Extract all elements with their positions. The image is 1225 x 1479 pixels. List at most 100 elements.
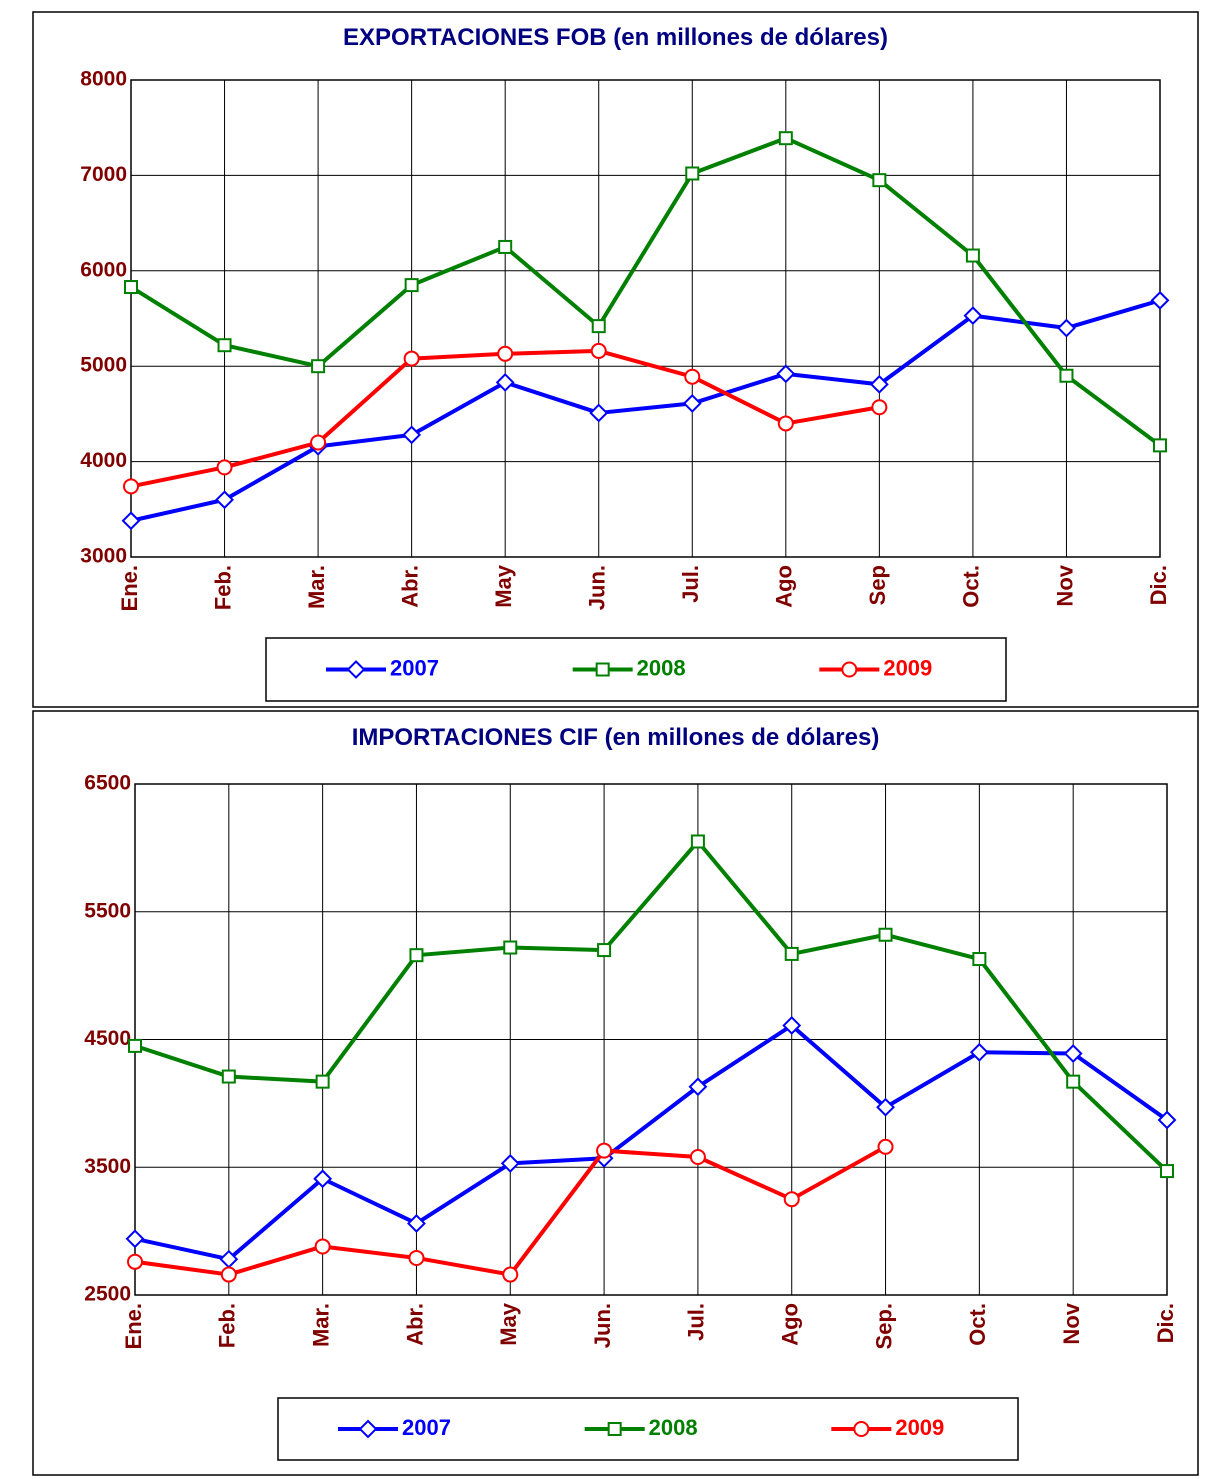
legend-label: 2008 (649, 1415, 698, 1440)
marker (127, 1253, 143, 1270)
x-tick-label: Ago (778, 1303, 803, 1346)
marker (124, 280, 138, 295)
marker (404, 278, 419, 293)
legend-label: 2007 (390, 655, 439, 680)
marker (314, 1238, 331, 1255)
marker (607, 1422, 622, 1436)
legend-label: 2007 (402, 1415, 451, 1440)
marker (1150, 290, 1170, 310)
legend-box (265, 637, 1007, 702)
x-tick-label: Abr. (397, 565, 422, 608)
marker (778, 131, 793, 146)
x-tick-label: Abr. (402, 1303, 427, 1346)
marker (220, 1266, 237, 1283)
marker (1153, 438, 1167, 453)
legend-label: 2009 (883, 655, 932, 680)
chart-frame (32, 710, 1199, 1476)
marker (346, 660, 366, 679)
x-tick-label: Jun. (585, 565, 610, 610)
x-tick-label: Nov (1052, 564, 1077, 606)
y-tick-label: 3500 (84, 1155, 131, 1178)
x-tick-label: Mar. (304, 565, 329, 609)
marker (121, 511, 141, 531)
marker (969, 1042, 989, 1062)
x-tick-label: Dic. (1153, 1303, 1178, 1343)
marker (358, 1419, 378, 1439)
marker (684, 368, 701, 385)
marker (311, 359, 326, 374)
y-tick-label: 2500 (84, 1283, 131, 1306)
marker (500, 1154, 520, 1173)
x-tick-label: Ago (772, 565, 797, 608)
y-tick-label: 4000 (80, 449, 127, 472)
marker (682, 393, 702, 413)
x-tick-label: Feb. (210, 565, 235, 610)
x-tick-label: Nov (1059, 1302, 1084, 1344)
marker (407, 1214, 426, 1233)
x-tick-label: Jul. (678, 565, 703, 603)
series-line (129, 136, 1162, 447)
marker (215, 490, 234, 510)
x-tick-label: May (496, 1302, 521, 1346)
marker (123, 478, 139, 495)
marker (776, 364, 796, 384)
marker (497, 345, 514, 362)
series-line (134, 839, 1169, 1173)
x-tick-label: Ene. (117, 565, 142, 611)
x-tick-label: Mar. (308, 1303, 333, 1347)
marker (128, 1038, 142, 1053)
marker (409, 948, 424, 963)
marker (596, 1142, 613, 1159)
x-tick-label: Sep. (871, 1303, 896, 1349)
marker (685, 166, 700, 181)
marker (408, 1249, 425, 1266)
marker (871, 399, 888, 416)
x-tick-label: Feb. (215, 1303, 240, 1348)
marker (502, 1266, 519, 1283)
y-tick-label: 5500 (84, 899, 131, 922)
marker (784, 946, 799, 961)
marker (498, 239, 513, 254)
marker (841, 661, 858, 678)
marker (1057, 318, 1076, 338)
marker (782, 1016, 802, 1035)
marker (853, 1421, 870, 1437)
marker (869, 374, 889, 394)
y-tick-label: 6500 (84, 772, 131, 795)
marker (217, 338, 232, 353)
y-tick-label: 5000 (80, 354, 127, 377)
y-tick-label: 6000 (80, 258, 127, 281)
marker (221, 1069, 236, 1084)
marker (876, 1097, 895, 1117)
marker (310, 434, 327, 451)
marker (963, 306, 983, 326)
legend-box (277, 1397, 1019, 1461)
x-tick-label: Oct. (959, 565, 984, 608)
marker (595, 662, 610, 677)
marker (589, 403, 609, 423)
x-tick-label: Jun. (590, 1303, 615, 1348)
marker (965, 248, 980, 263)
marker (503, 940, 518, 955)
x-tick-label: May (491, 564, 516, 608)
x-tick-label: Oct. (965, 1303, 990, 1346)
x-tick-label: Ene. (121, 1303, 146, 1349)
x-tick-label: Sep (865, 565, 890, 605)
marker (690, 834, 705, 849)
marker (125, 1229, 145, 1249)
marker (872, 173, 887, 188)
marker (972, 952, 987, 967)
marker (597, 943, 612, 958)
marker (315, 1074, 330, 1089)
marker (689, 1149, 706, 1166)
y-tick-label: 8000 (80, 68, 127, 91)
marker (1160, 1164, 1174, 1179)
marker (878, 927, 893, 942)
marker (402, 425, 422, 445)
marker (1066, 1074, 1081, 1089)
marker (1157, 1110, 1177, 1130)
marker (495, 373, 515, 392)
marker (1063, 1044, 1083, 1063)
